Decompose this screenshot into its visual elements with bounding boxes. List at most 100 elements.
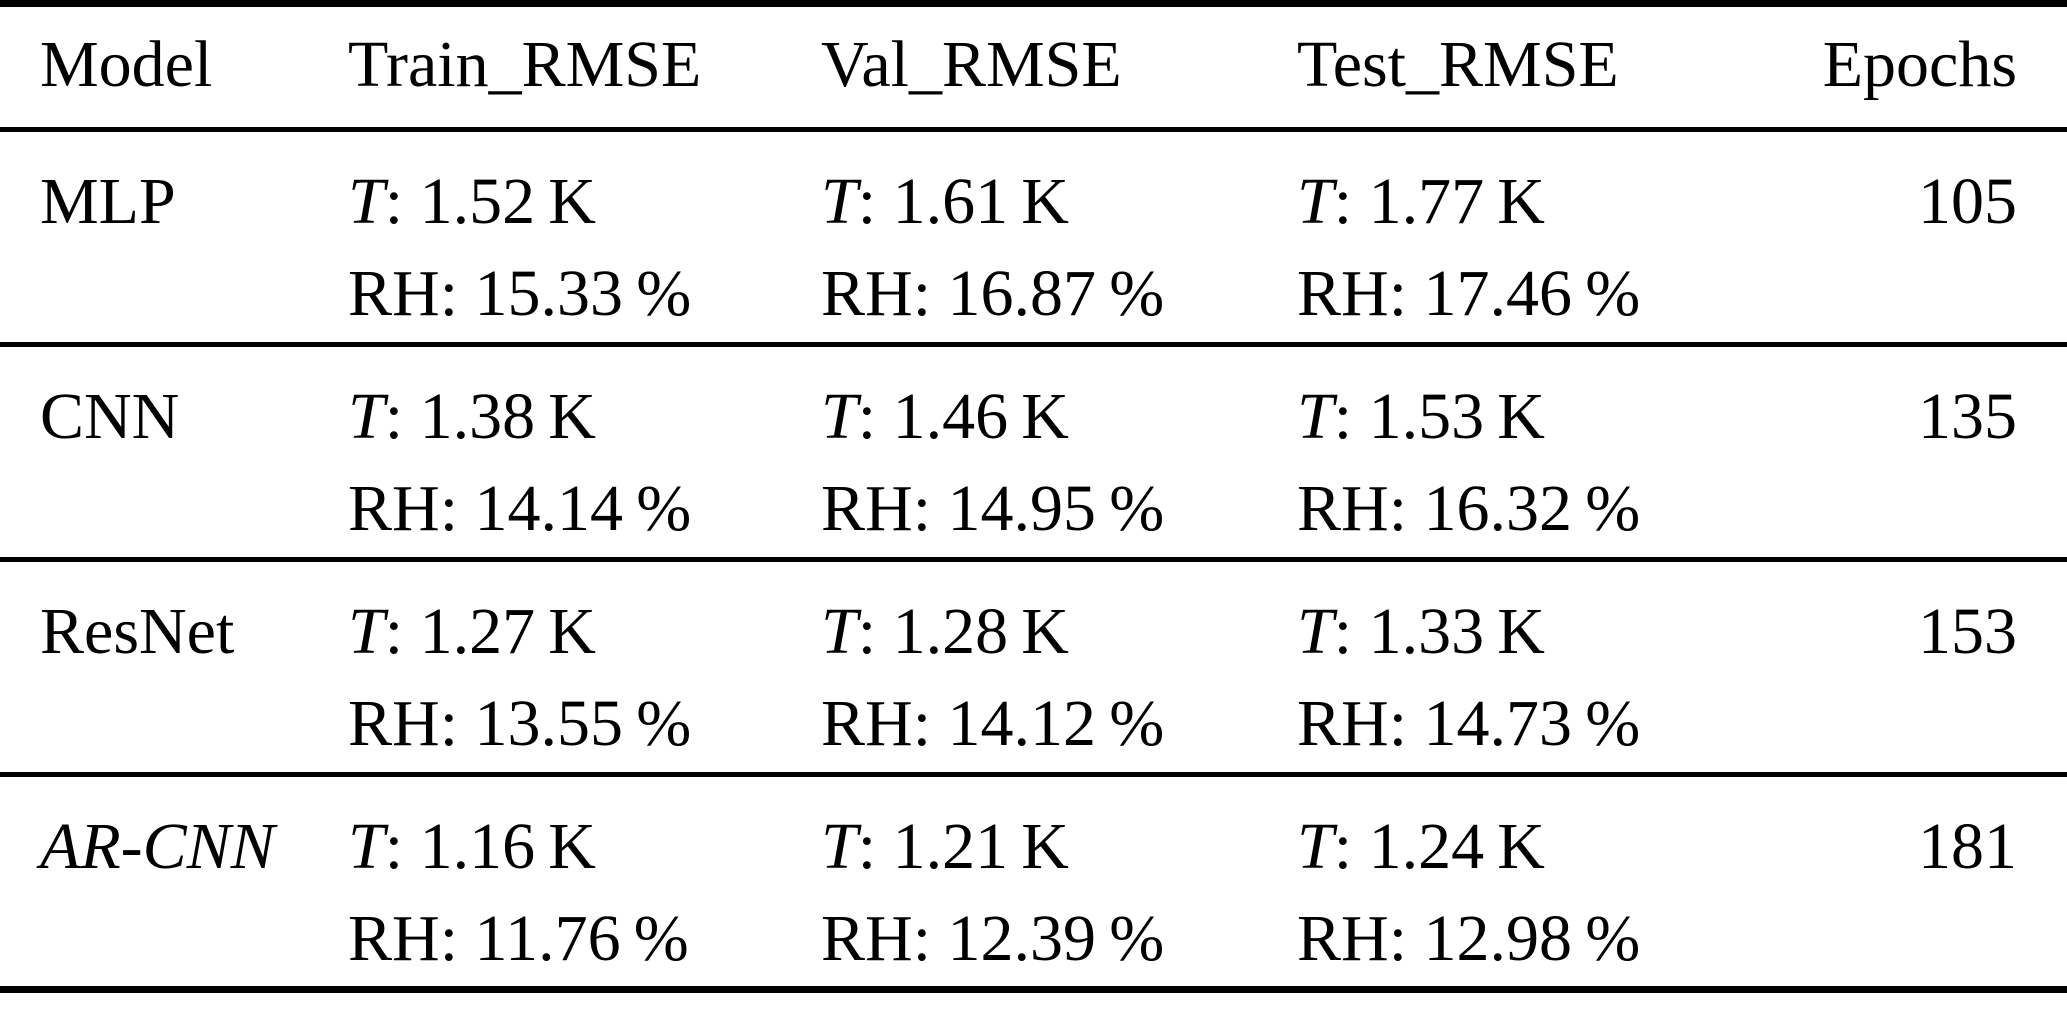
temperature-rmse-line: T: 1.16 K [348, 801, 821, 893]
temperature-symbol: T [821, 380, 858, 453]
humidity-symbol: RH [1297, 472, 1389, 545]
temperature-symbol: T [348, 810, 385, 883]
separator: : [1333, 165, 1369, 238]
temperature-symbol: T [821, 595, 858, 668]
cell-epochs: 135 [1773, 344, 2067, 562]
temperature-symbol: T [1297, 810, 1334, 883]
temperature-rmse-line: T: 1.33 K [1297, 586, 1773, 678]
humidity-rmse-line: RH: 12.98 % [1297, 893, 1773, 985]
header-row: Model Train_RMSE Val_RMSE Test_RMSE Epoc… [0, 3, 2067, 132]
humidity-rmse-value: 15.33 % [474, 257, 692, 330]
humidity-rmse-value: 14.12 % [947, 687, 1165, 760]
epochs-value: 135 [1918, 380, 2017, 453]
humidity-rmse-value: 14.95 % [947, 472, 1165, 545]
temperature-rmse-value: 1.33 K [1368, 595, 1545, 668]
cell-val-rmse: T: 1.21 K RH: 12.39 % [821, 775, 1297, 990]
separator: : [1388, 472, 1424, 545]
separator: : [1388, 687, 1424, 760]
temperature-rmse-value: 1.46 K [892, 380, 1069, 453]
humidity-rmse-line: RH: 11.76 % [348, 893, 821, 985]
temperature-rmse-value: 1.52 K [419, 165, 596, 238]
humidity-rmse-value: 14.73 % [1423, 687, 1641, 760]
cell-train-rmse: T: 1.38 K RH: 14.14 % [348, 344, 821, 562]
temperature-rmse-line: T: 1.52 K [348, 156, 821, 248]
model-name: AR-CNN [0, 775, 348, 990]
temperature-rmse-value: 1.24 K [1368, 810, 1545, 883]
cell-test-rmse: T: 1.53 K RH: 16.32 % [1297, 344, 1773, 562]
humidity-rmse-line: RH: 12.39 % [821, 893, 1297, 985]
temperature-symbol: T [1297, 380, 1334, 453]
cell-val-rmse: T: 1.28 K RH: 14.12 % [821, 559, 1297, 777]
separator: : [912, 257, 948, 330]
humidity-rmse-line: RH: 15.33 % [348, 248, 821, 340]
table-row-mlp: MLP T: 1.52 K RH: 15.33 % T: 1.61 K RH: … [0, 129, 2067, 347]
temperature-rmse-line: T: 1.61 K [821, 156, 1297, 248]
separator: : [912, 472, 948, 545]
humidity-rmse-value: 16.32 % [1423, 472, 1641, 545]
model-label: ResNet [40, 595, 235, 668]
humidity-rmse-value: 11.76 % [474, 902, 689, 975]
separator: : [439, 902, 475, 975]
column-header-train-rmse: Train_RMSE [348, 3, 821, 132]
cell-train-rmse: T: 1.27 K RH: 13.55 % [348, 559, 821, 777]
model-name: ResNet [0, 559, 348, 777]
humidity-symbol: RH [1297, 257, 1389, 330]
separator: : [1388, 902, 1424, 975]
temperature-rmse-value: 1.53 K [1368, 380, 1545, 453]
temperature-rmse-line: T: 1.24 K [1297, 801, 1773, 893]
model-label: AR-CNN [40, 810, 275, 883]
separator: : [439, 472, 475, 545]
humidity-symbol: RH [821, 902, 913, 975]
results-table: Model Train_RMSE Val_RMSE Test_RMSE Epoc… [0, 0, 2067, 993]
humidity-symbol: RH [821, 472, 913, 545]
epochs-value: 153 [1918, 595, 2017, 668]
separator: : [384, 810, 420, 883]
cell-epochs: 153 [1773, 559, 2067, 777]
humidity-symbol: RH [348, 257, 440, 330]
separator: : [912, 902, 948, 975]
temperature-symbol: T [821, 165, 858, 238]
humidity-rmse-value: 14.14 % [474, 472, 692, 545]
cell-val-rmse: T: 1.61 K RH: 16.87 % [821, 129, 1297, 347]
humidity-rmse-line: RH: 14.14 % [348, 463, 821, 555]
temperature-rmse-line: T: 1.21 K [821, 801, 1297, 893]
column-header-val-rmse: Val_RMSE [821, 3, 1297, 132]
separator: : [857, 165, 893, 238]
temperature-symbol: T [1297, 595, 1334, 668]
temperature-rmse-value: 1.61 K [892, 165, 1069, 238]
humidity-symbol: RH [1297, 902, 1389, 975]
humidity-rmse-line: RH: 14.95 % [821, 463, 1297, 555]
table-row-ar-cnn: AR-CNN T: 1.16 K RH: 11.76 % T: 1.21 K R… [0, 775, 2067, 990]
table-row-resnet: ResNet T: 1.27 K RH: 13.55 % T: 1.28 K R… [0, 559, 2067, 777]
humidity-rmse-value: 12.39 % [947, 902, 1165, 975]
temperature-rmse-value: 1.38 K [419, 380, 596, 453]
temperature-rmse-value: 1.28 K [892, 595, 1069, 668]
temperature-rmse-line: T: 1.38 K [348, 371, 821, 463]
humidity-rmse-line: RH: 13.55 % [348, 678, 821, 770]
temperature-symbol: T [1297, 165, 1334, 238]
humidity-rmse-value: 12.98 % [1423, 902, 1641, 975]
cell-epochs: 105 [1773, 129, 2067, 347]
model-label: MLP [40, 165, 176, 238]
separator: : [384, 165, 420, 238]
epochs-value: 105 [1918, 165, 2017, 238]
temperature-symbol: T [348, 595, 385, 668]
epochs-value: 181 [1918, 810, 2017, 883]
humidity-rmse-value: 13.55 % [474, 687, 692, 760]
humidity-rmse-line: RH: 14.73 % [1297, 678, 1773, 770]
temperature-rmse-value: 1.27 K [419, 595, 596, 668]
cell-epochs: 181 [1773, 775, 2067, 990]
cell-test-rmse: T: 1.33 K RH: 14.73 % [1297, 559, 1773, 777]
separator: : [439, 257, 475, 330]
separator: : [857, 810, 893, 883]
humidity-rmse-value: 17.46 % [1423, 257, 1641, 330]
cell-train-rmse: T: 1.52 K RH: 15.33 % [348, 129, 821, 347]
humidity-rmse-value: 16.87 % [947, 257, 1165, 330]
humidity-symbol: RH [821, 257, 913, 330]
temperature-symbol: T [348, 380, 385, 453]
humidity-symbol: RH [348, 902, 440, 975]
temperature-symbol: T [348, 165, 385, 238]
temperature-rmse-line: T: 1.77 K [1297, 156, 1773, 248]
separator: : [384, 595, 420, 668]
temperature-rmse-line: T: 1.46 K [821, 371, 1297, 463]
